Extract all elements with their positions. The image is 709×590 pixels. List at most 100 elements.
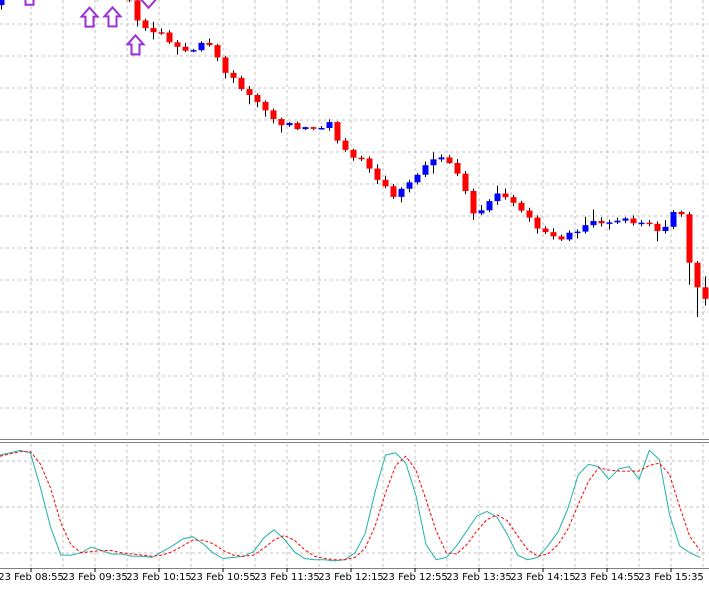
candle-body bbox=[383, 180, 389, 186]
candle-body bbox=[503, 194, 509, 198]
bull-candle bbox=[663, 220, 669, 233]
candle-body bbox=[559, 236, 565, 239]
x-tick-label: 23 Feb 14:55 bbox=[574, 572, 640, 583]
bull-candle bbox=[591, 209, 597, 227]
bear-candle bbox=[527, 208, 533, 222]
bear-candle bbox=[343, 138, 349, 152]
x-tick-label: 23 Feb 09:35 bbox=[62, 572, 128, 583]
candle-body bbox=[575, 232, 581, 234]
bull-candle bbox=[439, 154, 445, 162]
bull-candle bbox=[399, 187, 405, 202]
candle-body bbox=[671, 212, 677, 227]
candle-body bbox=[295, 123, 301, 129]
x-tick-label: 23 Feb 10:15 bbox=[126, 572, 192, 583]
candle-body bbox=[167, 33, 173, 43]
candle-body bbox=[311, 127, 317, 129]
bear-candle bbox=[271, 109, 277, 124]
candle-body bbox=[0, 0, 5, 5]
bear-candle bbox=[359, 156, 365, 161]
bear-candle bbox=[255, 94, 261, 108]
x-tick-label: 23 Feb 08:55 bbox=[0, 572, 64, 583]
candle-body bbox=[423, 165, 429, 175]
candle-body bbox=[279, 119, 285, 125]
x-tick-label: 23 Feb 15:35 bbox=[638, 572, 704, 583]
bull-candle bbox=[495, 186, 501, 205]
bear-candle bbox=[631, 215, 637, 225]
candle-body bbox=[367, 159, 373, 169]
candle-body bbox=[431, 159, 437, 165]
bear-candle bbox=[231, 70, 237, 83]
bear-candle bbox=[311, 127, 317, 131]
candle-body bbox=[655, 224, 661, 231]
candle-body bbox=[151, 28, 157, 32]
bear-candle bbox=[535, 215, 541, 233]
candle-body bbox=[271, 110, 277, 119]
bear-candle bbox=[207, 39, 213, 47]
candle-body bbox=[607, 222, 613, 224]
bear-candle bbox=[375, 164, 381, 184]
bear-candle bbox=[551, 228, 557, 239]
bull-candle bbox=[423, 162, 429, 177]
candle-body bbox=[175, 42, 181, 46]
candle-body bbox=[639, 223, 645, 225]
candle-body bbox=[455, 163, 461, 174]
bear-candle bbox=[647, 220, 653, 226]
bear-candle bbox=[455, 159, 461, 176]
bear-candle bbox=[135, 0, 141, 26]
candle-body bbox=[615, 221, 621, 223]
arrow-shape bbox=[82, 8, 98, 27]
candle-body bbox=[591, 221, 597, 225]
candle-body bbox=[231, 73, 237, 78]
arrow-shape bbox=[141, 0, 157, 8]
x-tick-label: 23 Feb 10:55 bbox=[190, 572, 256, 583]
candle-body bbox=[303, 127, 309, 129]
candle-body bbox=[327, 122, 333, 128]
buy-arrow-icon bbox=[82, 8, 98, 27]
candle-body bbox=[135, 0, 141, 20]
candle-body bbox=[679, 212, 685, 214]
candle-body bbox=[287, 123, 293, 125]
bear-candle bbox=[543, 226, 549, 234]
bear-candle bbox=[239, 76, 245, 91]
candle-body bbox=[479, 210, 485, 213]
candle-body bbox=[599, 221, 605, 223]
candles bbox=[0, 0, 709, 325]
candle-body bbox=[375, 169, 381, 180]
candle-body bbox=[199, 43, 205, 50]
candle-body bbox=[471, 191, 477, 213]
candle-body bbox=[255, 95, 261, 102]
candle-body bbox=[335, 122, 341, 140]
bear-candle bbox=[695, 261, 701, 317]
candle-body bbox=[263, 102, 269, 110]
bear-candle bbox=[167, 30, 173, 43]
bear-candle bbox=[463, 171, 469, 194]
candle-body bbox=[191, 50, 197, 52]
bull-candle bbox=[303, 127, 309, 130]
candle-body bbox=[647, 223, 653, 225]
bull-candle bbox=[407, 180, 413, 193]
stochastic-main-line bbox=[0, 450, 700, 561]
candle-body bbox=[239, 78, 245, 89]
bear-candle bbox=[519, 201, 525, 213]
candle-body bbox=[183, 47, 189, 51]
x-tick-label: 23 Feb 13:35 bbox=[446, 572, 512, 583]
bear-candle bbox=[599, 217, 605, 226]
candle-body bbox=[463, 174, 469, 191]
bear-candle bbox=[263, 101, 269, 117]
buy-arrow-icon bbox=[22, 0, 38, 5]
buy-arrow-icon bbox=[105, 7, 121, 26]
bear-candle bbox=[143, 19, 149, 31]
candle-body bbox=[687, 214, 693, 262]
candle-body bbox=[495, 194, 501, 202]
main-grid bbox=[0, 0, 709, 438]
candle-body bbox=[359, 158, 365, 160]
candle-body bbox=[567, 233, 573, 240]
candle-body bbox=[391, 186, 397, 197]
bull-candle bbox=[431, 152, 437, 173]
candle-body bbox=[527, 211, 533, 218]
candle-body bbox=[695, 263, 701, 288]
candle-body bbox=[631, 218, 637, 223]
